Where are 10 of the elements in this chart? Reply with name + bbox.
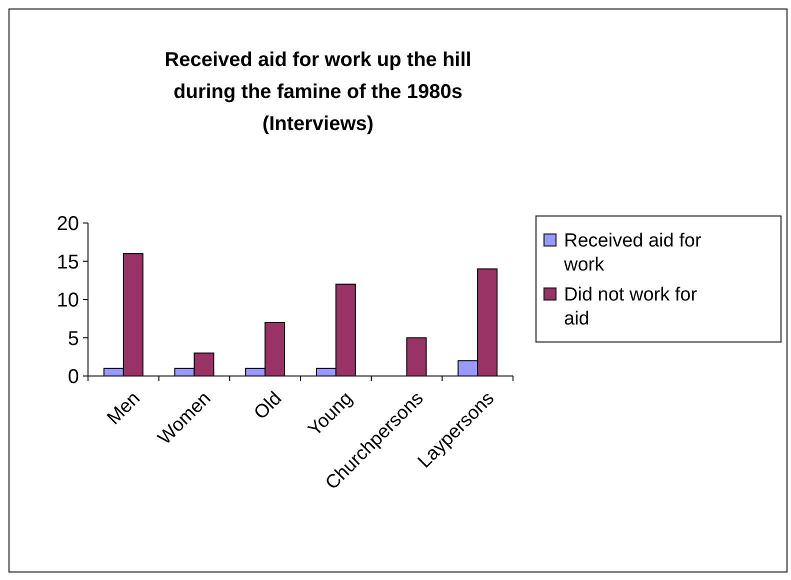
y-tick-label: 20: [56, 213, 79, 235]
y-tick-label: 10: [56, 290, 79, 312]
x-tick-label: Old: [250, 388, 286, 424]
y-tick-label: 15: [56, 251, 79, 274]
x-tick-label: Men: [103, 388, 144, 430]
y-tick-label: 0: [68, 366, 79, 388]
y-tick-label: 5: [68, 328, 79, 350]
legend-label: Received aid for work: [563, 230, 702, 276]
chart-title: Received aid for work up the hill during the famine of the 1980s (Interviews): [164, 49, 472, 135]
legend-label: Did not work for aid: [564, 284, 698, 330]
